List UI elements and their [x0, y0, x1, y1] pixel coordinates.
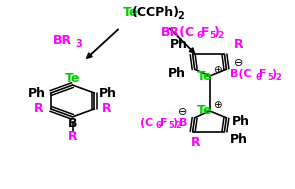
- Text: Ph: Ph: [28, 87, 46, 100]
- Text: 5: 5: [168, 121, 174, 130]
- Text: 6: 6: [196, 31, 203, 40]
- Text: Te: Te: [197, 104, 212, 117]
- Text: 2: 2: [176, 121, 182, 130]
- Text: B: B: [178, 118, 187, 128]
- Text: Ph: Ph: [170, 38, 188, 51]
- Text: (C: (C: [140, 118, 154, 128]
- Text: R: R: [34, 102, 44, 115]
- Text: ⊖: ⊖: [178, 107, 187, 117]
- Text: F: F: [201, 26, 210, 39]
- Text: 6: 6: [255, 73, 261, 82]
- Text: Ph: Ph: [232, 115, 250, 128]
- Text: Ph: Ph: [230, 133, 248, 146]
- Text: R: R: [234, 38, 243, 51]
- Text: B: B: [68, 117, 77, 130]
- Text: R: R: [191, 136, 201, 149]
- Text: ): ): [271, 69, 277, 79]
- Text: ⊕: ⊕: [213, 100, 222, 110]
- Text: (CCPh): (CCPh): [132, 6, 180, 19]
- Text: BR: BR: [53, 34, 72, 47]
- Text: Ph: Ph: [168, 67, 186, 80]
- Text: Te: Te: [65, 72, 80, 85]
- Text: F: F: [160, 118, 168, 128]
- Text: Ph: Ph: [99, 87, 117, 100]
- Text: BR(C: BR(C: [161, 26, 195, 39]
- Text: ⊖: ⊖: [234, 58, 243, 68]
- Text: R: R: [101, 102, 111, 115]
- Text: 6: 6: [156, 121, 162, 130]
- Text: F: F: [259, 69, 267, 79]
- Text: 2: 2: [177, 11, 184, 21]
- Text: ): ): [214, 26, 219, 39]
- Text: B(C: B(C: [230, 69, 252, 79]
- Text: 5: 5: [209, 31, 216, 40]
- Text: 2: 2: [217, 31, 224, 40]
- Text: Te: Te: [197, 70, 212, 83]
- Text: 5: 5: [267, 73, 273, 82]
- Text: 2: 2: [275, 73, 281, 82]
- Text: ⊕: ⊕: [213, 65, 222, 75]
- Text: 3: 3: [75, 39, 82, 49]
- Text: ): ): [172, 118, 177, 128]
- Text: R: R: [68, 130, 77, 143]
- Text: Te: Te: [122, 6, 138, 19]
